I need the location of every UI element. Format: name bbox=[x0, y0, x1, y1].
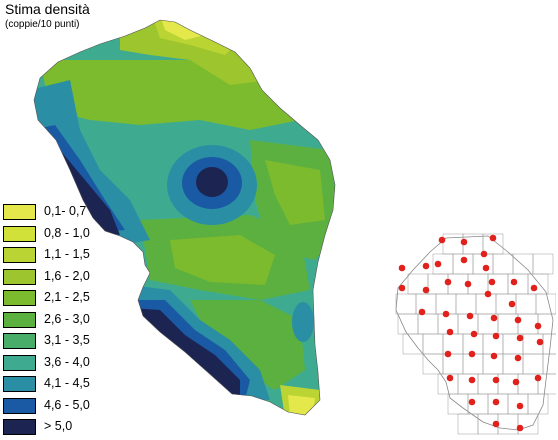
legend-swatch bbox=[3, 333, 36, 349]
sample-point bbox=[492, 420, 500, 428]
sample-point bbox=[512, 378, 520, 386]
legend-swatch bbox=[3, 397, 36, 414]
legend-label: 4,1 - 4,5 bbox=[44, 376, 90, 390]
legend-label: 1,1 - 1,5 bbox=[44, 247, 90, 261]
sample-point bbox=[442, 310, 450, 318]
sample-point bbox=[444, 350, 452, 358]
sample-point bbox=[488, 278, 496, 286]
sample-point bbox=[398, 264, 406, 272]
sample-point bbox=[484, 290, 492, 298]
grid-cell bbox=[457, 413, 479, 435]
legend-item: 3,1 - 3,5 bbox=[3, 332, 143, 351]
sample-point bbox=[460, 238, 468, 246]
sample-point bbox=[514, 354, 522, 362]
sample-point bbox=[444, 278, 452, 286]
sample-point bbox=[468, 398, 476, 406]
legend-label: 1,6 - 2,0 bbox=[44, 268, 90, 283]
sample-point bbox=[434, 260, 442, 268]
legend-item: 3,6 - 4,0 bbox=[3, 354, 143, 373]
sampling-grid-map bbox=[395, 233, 556, 435]
sample-point bbox=[398, 284, 406, 292]
sample-point bbox=[516, 402, 524, 410]
sample-point bbox=[464, 280, 472, 288]
legend-label: 0,8 - 1,0 bbox=[44, 225, 90, 240]
sample-point bbox=[418, 308, 426, 316]
sample-point bbox=[492, 376, 500, 384]
legend-swatch bbox=[3, 354, 36, 371]
legend-swatch bbox=[3, 204, 36, 220]
legend-item: 0,8 - 1,0 bbox=[3, 225, 143, 244]
legend-item: 2,1 - 2,5 bbox=[3, 289, 143, 308]
sample-point bbox=[446, 328, 454, 336]
inset-sample-points bbox=[398, 234, 544, 432]
sample-point bbox=[446, 374, 454, 382]
grid-cell bbox=[532, 253, 554, 275]
sample-point bbox=[534, 374, 542, 382]
legend-item: 4,6 - 5,0 bbox=[3, 397, 143, 416]
legend-swatch bbox=[3, 225, 36, 242]
legend-label: 2,6 - 3,0 bbox=[44, 311, 90, 326]
sample-point bbox=[508, 300, 516, 308]
sample-point bbox=[422, 262, 430, 270]
sample-point bbox=[492, 332, 500, 340]
legend-item: 1,1 - 1,5 bbox=[3, 246, 143, 265]
legend-item: 1,6 - 2,0 bbox=[3, 268, 143, 287]
legend-label: 3,1 - 3,5 bbox=[44, 333, 90, 347]
sample-point bbox=[466, 312, 474, 320]
legend-swatch bbox=[3, 268, 36, 285]
sample-point bbox=[490, 314, 498, 322]
legend-swatch bbox=[3, 376, 36, 392]
sample-point bbox=[534, 322, 542, 330]
legend-label: > 5,0 bbox=[44, 419, 73, 433]
sample-point bbox=[482, 264, 490, 272]
sample-point bbox=[492, 398, 500, 406]
legend-swatch bbox=[3, 290, 36, 306]
sample-point bbox=[489, 234, 497, 242]
sample-point bbox=[438, 236, 446, 244]
sample-point bbox=[516, 334, 524, 342]
legend-item: > 5,0 bbox=[3, 418, 143, 437]
sample-point bbox=[510, 278, 518, 286]
sample-point bbox=[480, 250, 488, 258]
sample-point bbox=[516, 424, 524, 432]
legend-swatch bbox=[3, 247, 36, 263]
map-title: Stima densità bbox=[5, 1, 90, 17]
legend-swatch bbox=[3, 419, 36, 435]
sample-point bbox=[536, 338, 544, 346]
sample-point bbox=[468, 376, 476, 384]
grid-cell bbox=[517, 413, 539, 435]
sample-point bbox=[468, 350, 476, 358]
sample-point bbox=[460, 256, 468, 264]
legend-item: 0,1- 0,7 bbox=[3, 203, 143, 222]
sample-point bbox=[514, 316, 522, 324]
sample-point bbox=[490, 352, 498, 360]
legend-swatch bbox=[3, 311, 36, 328]
legend-label: 0,1- 0,7 bbox=[44, 204, 87, 218]
map-subtitle: (coppie/10 punti) bbox=[5, 19, 80, 30]
legend-item: 4,1 - 4,5 bbox=[3, 375, 143, 394]
sample-point bbox=[422, 286, 430, 294]
legend-label: 2,1 - 2,5 bbox=[44, 290, 90, 304]
legend-label: 3,6 - 4,0 bbox=[44, 354, 90, 369]
legend-item: 2,6 - 3,0 bbox=[3, 311, 143, 330]
sample-point bbox=[530, 284, 538, 292]
legend-label: 4,6 - 5,0 bbox=[44, 397, 90, 412]
sample-point bbox=[470, 330, 478, 338]
